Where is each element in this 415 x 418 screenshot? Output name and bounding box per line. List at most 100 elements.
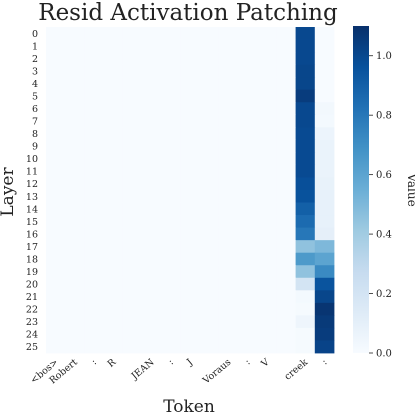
heatmap-cell (199, 227, 220, 241)
heatmap-cell (122, 315, 143, 329)
heatmap-cell (314, 177, 335, 191)
heatmap-cell (276, 177, 296, 191)
heatmap-cell (122, 89, 143, 103)
heatmap-cell (122, 240, 143, 254)
heatmap-cell (46, 227, 66, 241)
heatmap-cell (161, 27, 181, 40)
heatmap-cell (46, 89, 66, 103)
heatmap-cell (103, 327, 124, 341)
heatmap-cell (65, 114, 85, 128)
heatmap-cell (142, 139, 162, 153)
heatmap-cell (276, 164, 296, 178)
heatmap-cell (218, 215, 239, 229)
heatmap-cell (180, 265, 200, 279)
x-tick-label: V (259, 357, 272, 371)
heatmap-cell (161, 114, 181, 128)
heatmap-cell (257, 139, 277, 153)
heatmap-cell (161, 290, 181, 304)
heatmap-cell (180, 77, 200, 91)
heatmap-cell (84, 27, 104, 40)
heatmap-cell (65, 64, 85, 78)
heatmap-cell (46, 190, 66, 203)
heatmap-cell (122, 340, 143, 354)
heatmap-cell (218, 52, 239, 66)
chart-title: Resid Activation Patching (38, 0, 338, 26)
heatmap-cell (46, 127, 66, 141)
heatmap-cell (180, 177, 200, 191)
heatmap-cell (46, 164, 66, 178)
heatmap-cell (122, 114, 143, 128)
heatmap-cell (314, 152, 335, 166)
x-tick-label: : (320, 357, 330, 367)
heatmap-cell (142, 215, 162, 229)
heatmap-cell (103, 64, 124, 78)
heatmap-cell (276, 102, 296, 116)
heatmap-cell (180, 202, 200, 216)
heatmap-cell (218, 202, 239, 216)
heatmap-cell (65, 265, 85, 279)
heatmap-cell (122, 190, 143, 203)
heatmap-cell (238, 64, 258, 78)
heatmap-cell (218, 102, 239, 116)
y-tick-label: 6 (32, 104, 38, 115)
heatmap-cell (180, 89, 200, 103)
heatmap-cell (257, 177, 277, 191)
heatmap-cell (103, 240, 124, 254)
heatmap-cell (142, 152, 162, 166)
heatmap-cell (276, 315, 296, 329)
heatmap-cell (199, 277, 220, 291)
heatmap-cell (218, 190, 239, 203)
heatmap-cell (276, 277, 296, 291)
heatmap-cell (122, 290, 143, 304)
heatmap-cell (46, 139, 66, 153)
heatmap-cell (180, 290, 200, 304)
heatmap-cell (295, 152, 316, 166)
heatmap-cell (142, 265, 162, 279)
heatmap-cell (161, 190, 181, 203)
heatmap-cell (84, 39, 104, 53)
heatmap-cell (314, 39, 335, 53)
heatmap-cell (46, 340, 66, 354)
heatmap-cell (84, 114, 104, 128)
heatmap-cell (314, 190, 335, 203)
heatmap-cell (84, 77, 104, 91)
heatmap-cell (84, 52, 104, 66)
heatmap-cell (199, 102, 220, 116)
heatmap-cell (238, 139, 258, 153)
heatmap-cell (295, 27, 316, 40)
heatmap-cell (46, 64, 66, 78)
heatmap-cell (218, 164, 239, 178)
heatmap-cell (46, 290, 66, 304)
heatmap-cell (238, 102, 258, 116)
heatmap-cell (314, 139, 335, 153)
heatmap-cell (84, 315, 104, 329)
heatmap-cell (46, 277, 66, 291)
heatmap-cell (218, 177, 239, 191)
heatmap-cell (65, 190, 85, 203)
heatmap-cell (257, 215, 277, 229)
heatmap-cell (199, 64, 220, 78)
heatmap-cell (65, 77, 85, 91)
colorbar-label: Value (405, 172, 415, 206)
heatmap-cell (180, 114, 200, 128)
heatmap-cell (314, 202, 335, 216)
heatmap-cell (65, 164, 85, 178)
heatmap-cell (199, 315, 220, 329)
heatmap-cell (161, 202, 181, 216)
heatmap-cell (103, 52, 124, 66)
x-tick-label: R (106, 356, 119, 370)
heatmap-cell (257, 227, 277, 241)
heatmap-cell (199, 152, 220, 166)
heatmap-cell (238, 315, 258, 329)
y-tick-label: 11 (26, 167, 38, 178)
heatmap-cell (218, 89, 239, 103)
heatmap-cell (199, 202, 220, 216)
heatmap-cell (46, 27, 66, 40)
heatmap-cell (295, 290, 316, 304)
heatmap-cell (276, 340, 296, 354)
heatmap-cell (314, 252, 335, 266)
heatmap-cell (65, 240, 85, 254)
heatmap-cell (276, 39, 296, 53)
heatmap-cell (218, 265, 239, 279)
y-tick-label: 7 (32, 117, 38, 128)
